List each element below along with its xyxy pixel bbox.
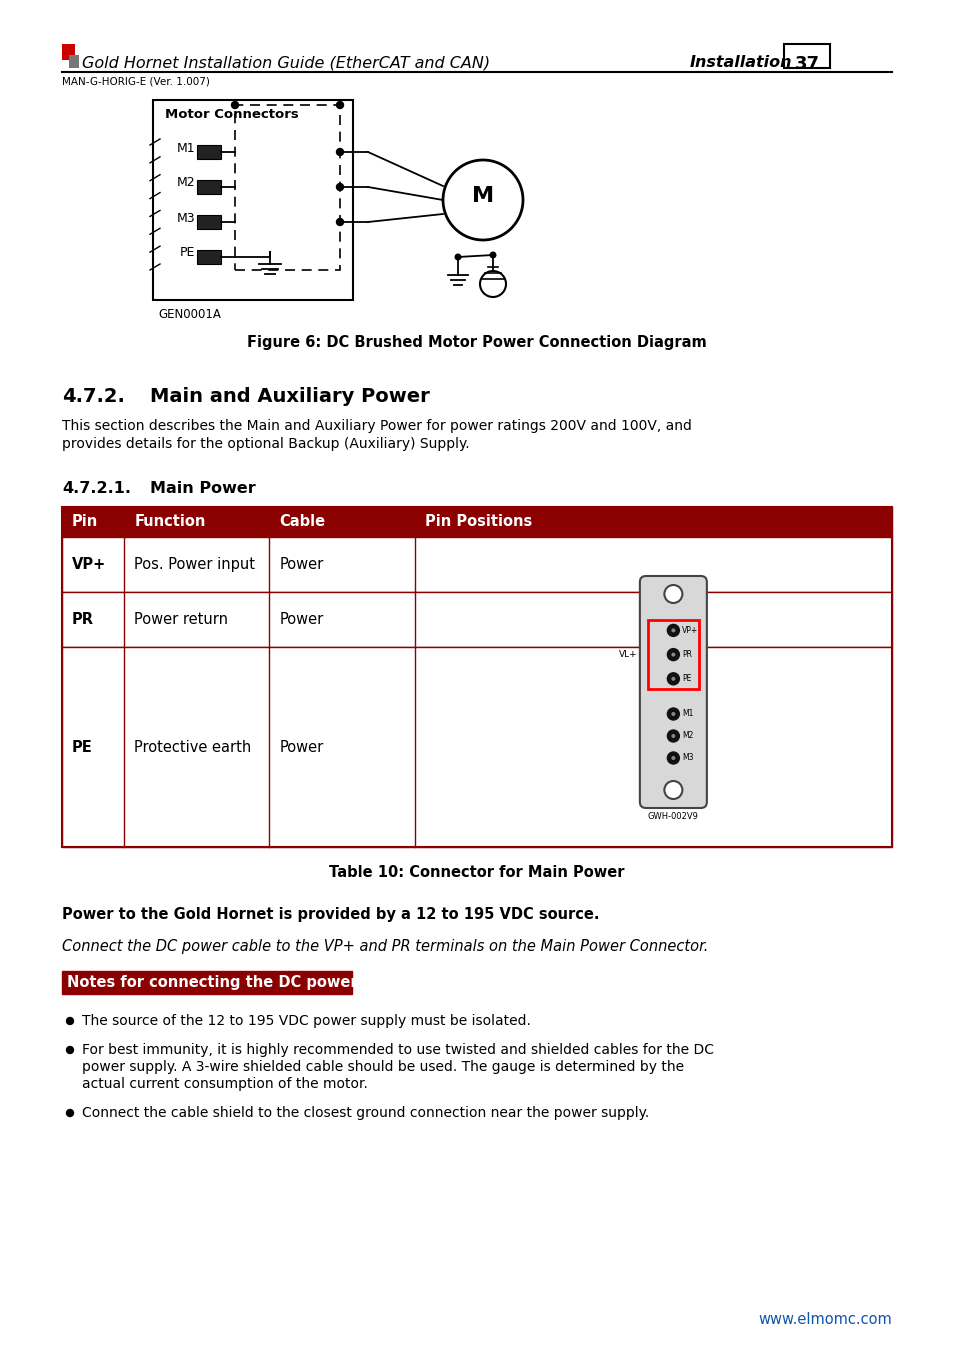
Circle shape xyxy=(336,184,343,190)
Text: 4.7.2.1.: 4.7.2.1. xyxy=(62,481,131,495)
Text: The source of the 12 to 195 VDC power supply must be isolated.: The source of the 12 to 195 VDC power su… xyxy=(82,1014,530,1027)
Bar xyxy=(783,45,829,68)
Text: Motor Connectors: Motor Connectors xyxy=(165,108,298,122)
Circle shape xyxy=(336,219,343,225)
Text: VL+: VL+ xyxy=(618,651,638,659)
Text: PE: PE xyxy=(179,247,194,259)
Text: VP+: VP+ xyxy=(71,558,106,572)
Text: Notes for connecting the DC power supply: Notes for connecting the DC power supply xyxy=(67,975,417,990)
Text: GEN0001A: GEN0001A xyxy=(158,308,221,321)
Circle shape xyxy=(671,711,675,716)
Circle shape xyxy=(667,752,679,764)
Text: PE: PE xyxy=(681,674,691,683)
Text: Pin Positions: Pin Positions xyxy=(424,514,532,529)
Text: M2: M2 xyxy=(681,732,693,741)
Text: Main and Auxiliary Power: Main and Auxiliary Power xyxy=(150,387,429,406)
Text: Figure 6: DC Brushed Motor Power Connection Diagram: Figure 6: DC Brushed Motor Power Connect… xyxy=(247,335,706,350)
Text: For best immunity, it is highly recommended to use twisted and shielded cables f: For best immunity, it is highly recommen… xyxy=(82,1044,713,1057)
Text: power supply. A 3-wire shielded cable should be used. The gauge is determined by: power supply. A 3-wire shielded cable sh… xyxy=(82,1060,683,1075)
Text: VP+: VP+ xyxy=(681,626,698,634)
Text: Pos. Power input: Pos. Power input xyxy=(134,558,255,572)
Text: M: M xyxy=(472,186,494,207)
Circle shape xyxy=(663,585,681,603)
Text: M1: M1 xyxy=(681,710,693,718)
Text: GWH-002V9: GWH-002V9 xyxy=(647,811,699,821)
Text: Table 10: Connector for Main Power: Table 10: Connector for Main Power xyxy=(329,865,624,880)
Circle shape xyxy=(232,101,238,108)
Text: Pin: Pin xyxy=(71,514,98,529)
Bar xyxy=(62,508,891,537)
Bar xyxy=(647,621,699,688)
Text: Cable: Cable xyxy=(279,514,325,529)
Text: M1: M1 xyxy=(176,142,194,154)
Bar xyxy=(152,100,353,300)
Circle shape xyxy=(667,625,679,636)
Text: PR: PR xyxy=(71,612,94,626)
Bar xyxy=(69,55,79,68)
Text: M3: M3 xyxy=(681,753,693,763)
Text: Protective earth: Protective earth xyxy=(134,740,252,755)
Bar xyxy=(62,508,891,846)
Text: Gold Hornet Installation Guide (EtherCAT and CAN): Gold Hornet Installation Guide (EtherCAT… xyxy=(82,55,490,70)
Text: M3: M3 xyxy=(176,212,194,224)
Text: Power: Power xyxy=(279,612,323,626)
Text: Main Power: Main Power xyxy=(150,481,255,495)
Text: Power return: Power return xyxy=(134,612,228,626)
Text: PR: PR xyxy=(681,651,692,659)
Text: 4.7.2.: 4.7.2. xyxy=(62,387,125,406)
Text: M2: M2 xyxy=(176,177,194,189)
Circle shape xyxy=(667,672,679,684)
Text: MAN-G-HORIG-E (Ver. 1.007): MAN-G-HORIG-E (Ver. 1.007) xyxy=(62,76,210,86)
Text: Installation: Installation xyxy=(689,55,792,70)
Text: provides details for the optional Backup (Auxiliary) Supply.: provides details for the optional Backup… xyxy=(62,437,469,451)
Circle shape xyxy=(671,734,675,738)
Bar xyxy=(62,593,891,647)
Circle shape xyxy=(336,148,343,155)
Bar xyxy=(62,45,75,59)
Text: Power: Power xyxy=(279,558,323,572)
Text: actual current consumption of the motor.: actual current consumption of the motor. xyxy=(82,1077,368,1091)
Text: PE: PE xyxy=(71,740,92,755)
Circle shape xyxy=(454,254,461,261)
Circle shape xyxy=(67,1046,73,1053)
Bar xyxy=(62,971,352,994)
Text: Connect the cable shield to the closest ground connection near the power supply.: Connect the cable shield to the closest … xyxy=(82,1106,649,1120)
Circle shape xyxy=(667,707,679,720)
Bar xyxy=(196,144,221,159)
Text: Power: Power xyxy=(279,740,323,755)
Circle shape xyxy=(671,652,675,656)
Bar xyxy=(62,647,891,846)
Circle shape xyxy=(489,251,496,258)
Bar xyxy=(234,105,339,270)
FancyBboxPatch shape xyxy=(639,576,706,809)
Circle shape xyxy=(671,628,675,632)
Bar xyxy=(196,250,221,265)
Circle shape xyxy=(479,271,505,297)
Text: Connect the DC power cable to the VP+ and PR terminals on the Main Power Connect: Connect the DC power cable to the VP+ an… xyxy=(62,940,708,954)
Circle shape xyxy=(671,676,675,680)
Text: 37: 37 xyxy=(794,55,819,73)
Circle shape xyxy=(336,101,343,108)
Circle shape xyxy=(442,161,522,240)
Text: Power to the Gold Hornet is provided by a 12 to 195 VDC source.: Power to the Gold Hornet is provided by … xyxy=(62,907,598,922)
Text: Function: Function xyxy=(134,514,206,529)
Circle shape xyxy=(671,756,675,760)
Bar xyxy=(196,180,221,194)
Circle shape xyxy=(67,1110,73,1116)
Circle shape xyxy=(667,648,679,660)
Text: This section describes the Main and Auxiliary Power for power ratings 200V and 1: This section describes the Main and Auxi… xyxy=(62,418,691,433)
Bar xyxy=(62,537,891,593)
Bar xyxy=(196,215,221,230)
Text: www.elmomc.com: www.elmomc.com xyxy=(758,1312,891,1327)
Circle shape xyxy=(67,1018,73,1025)
Circle shape xyxy=(667,730,679,742)
Circle shape xyxy=(663,782,681,799)
